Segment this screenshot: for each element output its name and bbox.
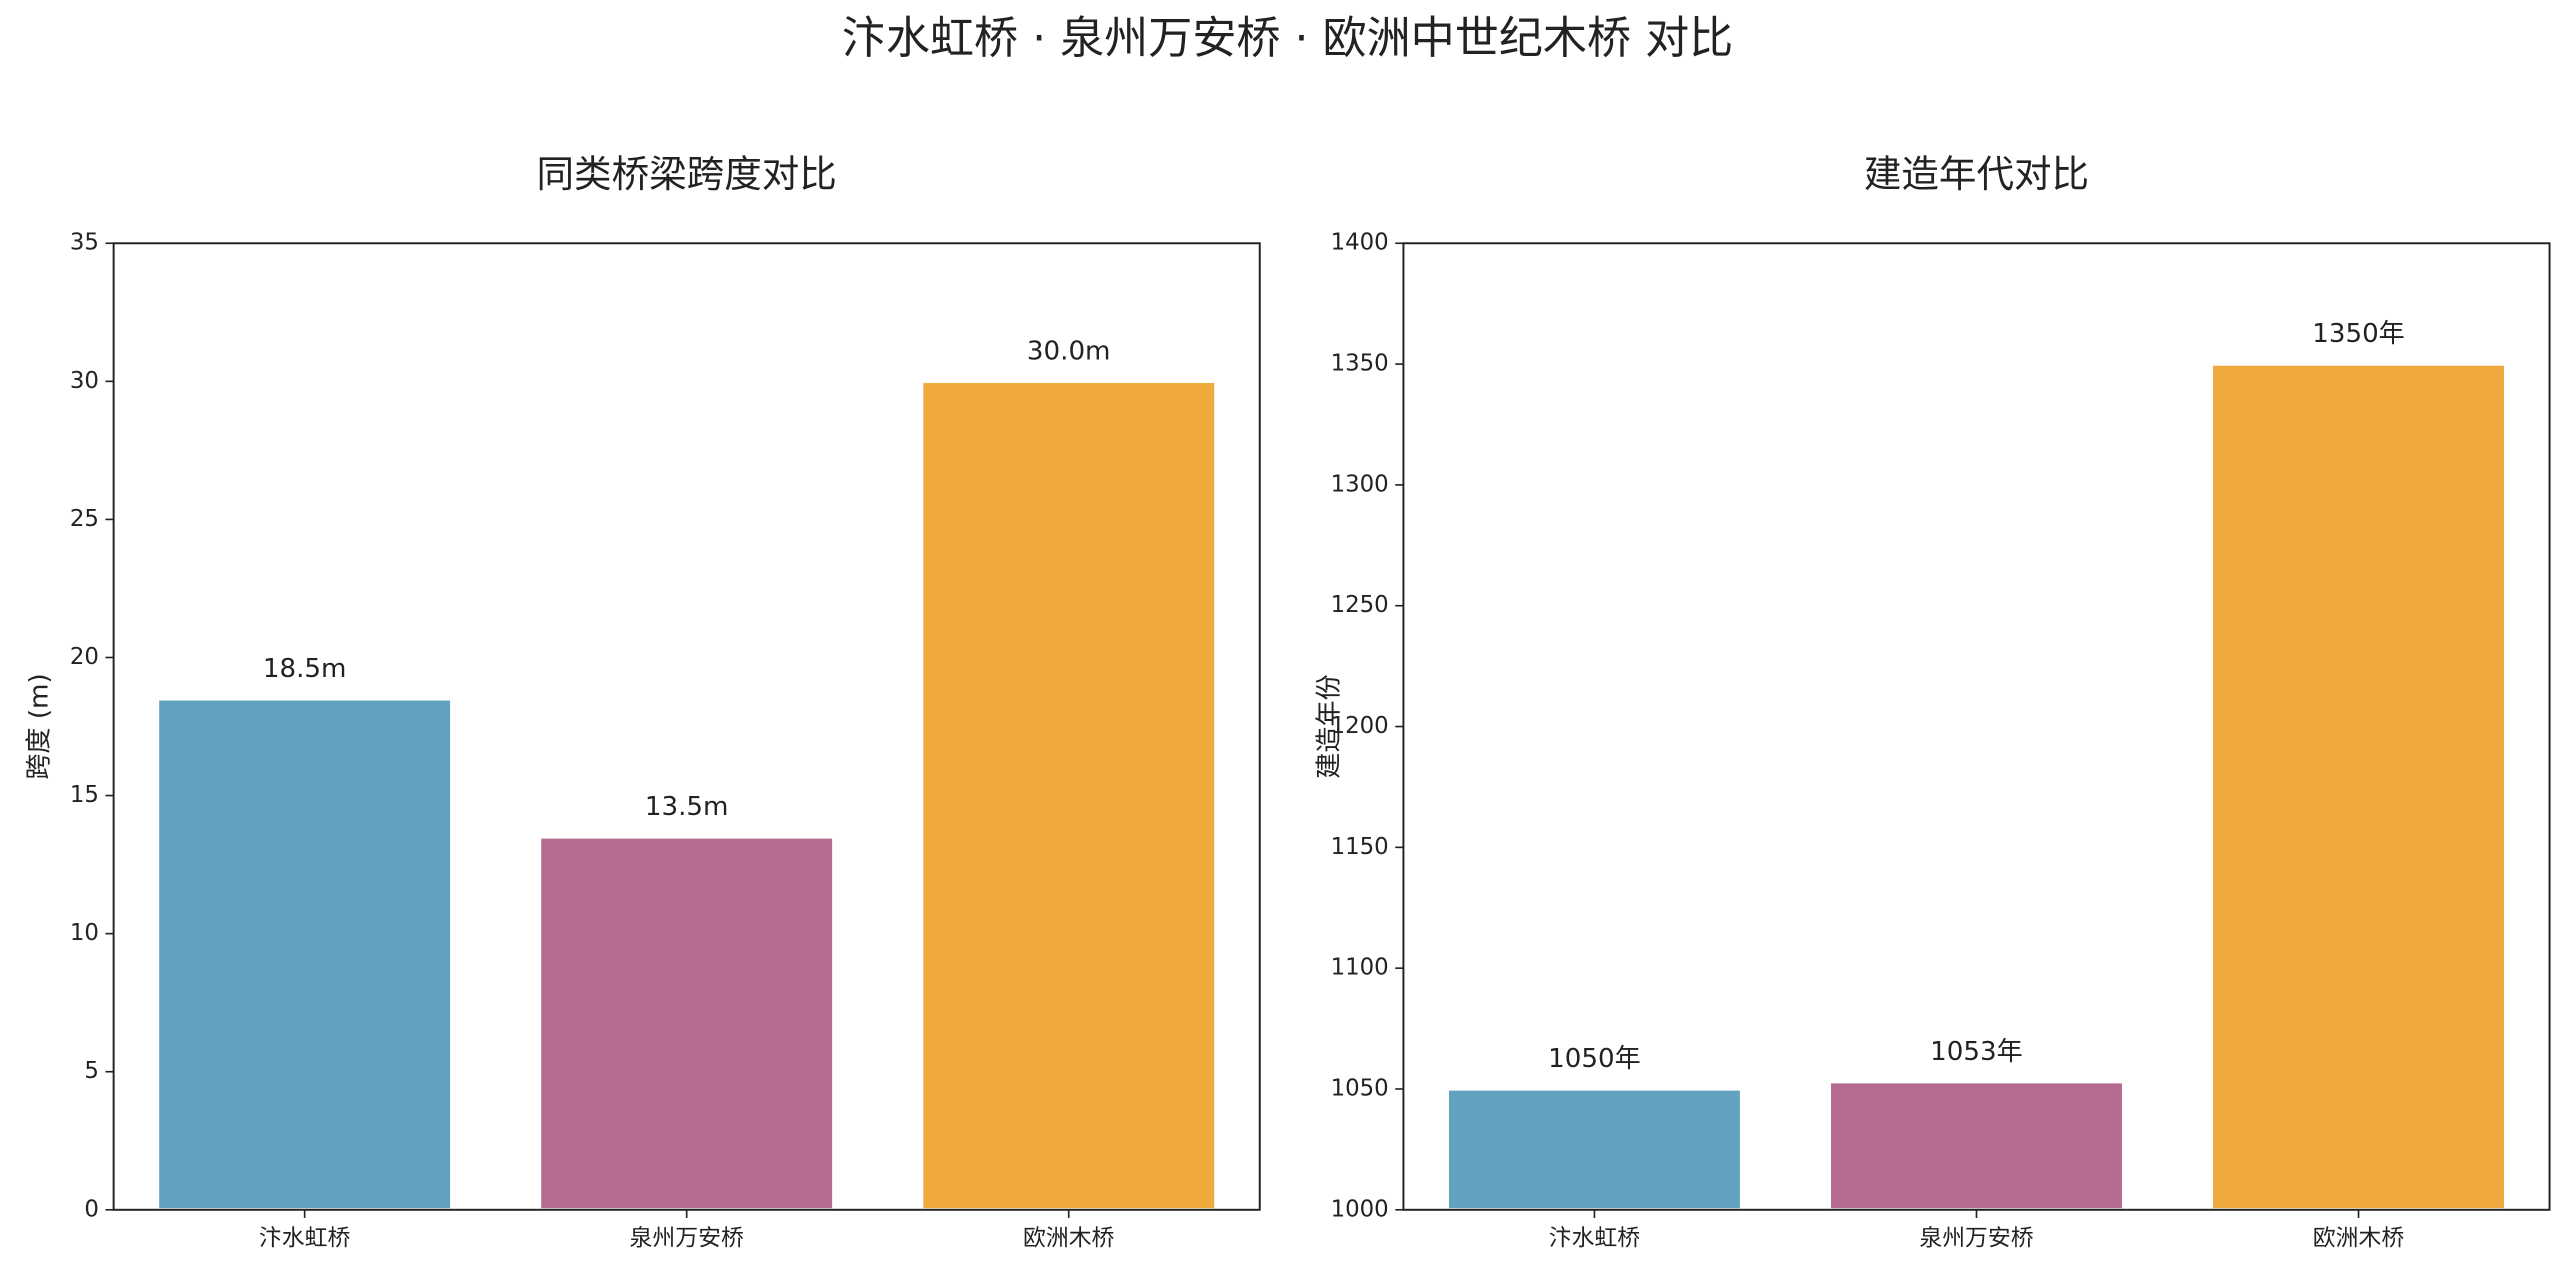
x-tick-label: 泉州万安桥 <box>1919 1226 2033 1252</box>
subplot-title: 建造年代对比 <box>1864 152 2089 196</box>
axes-frame <box>112 242 1261 1211</box>
x-tick-label: 汴水虹桥 <box>1549 1226 1641 1252</box>
y-tick-label: 1350 <box>1331 351 1389 377</box>
bar <box>920 379 1218 1212</box>
bar <box>1827 1080 2126 1212</box>
y-tick-label: 1250 <box>1331 592 1389 618</box>
y-tick-label: 1050 <box>1331 1075 1389 1101</box>
bar <box>1445 1087 1744 1212</box>
y-axis-label: 建造年份 <box>1314 674 1344 778</box>
y-tick-label: 0 <box>84 1196 99 1222</box>
y-tick-label: 1150 <box>1331 834 1389 860</box>
value-label: 30.0m <box>1027 336 1111 366</box>
subplot-title: 同类桥梁跨度对比 <box>536 152 836 196</box>
y-tick-label: 35 <box>70 230 99 256</box>
y-tick-label: 1200 <box>1331 713 1389 739</box>
y-tick-label: 5 <box>84 1058 99 1084</box>
value-label: 1053年 <box>1930 1037 2023 1067</box>
y-tick-label: 15 <box>70 782 99 808</box>
y-tick-label: 20 <box>70 644 99 670</box>
y-tick-label: 30 <box>70 368 99 394</box>
x-tick-label: 欧洲木桥 <box>1023 1226 1115 1252</box>
bar <box>155 697 454 1212</box>
x-tick-label: 泉州万安桥 <box>630 1226 744 1252</box>
y-tick-label: 1300 <box>1331 471 1389 497</box>
figure-title: 汴水虹桥 · 泉州万安桥 · 欧洲中世纪木桥 对比 <box>842 13 1733 64</box>
y-tick-label: 1000 <box>1331 1196 1389 1222</box>
value-label: 18.5m <box>263 654 347 684</box>
y-tick-label: 1400 <box>1331 230 1389 256</box>
value-label: 13.5m <box>645 792 729 822</box>
x-tick-label: 欧洲木桥 <box>2313 1226 2405 1252</box>
bar <box>2209 362 2508 1212</box>
y-tick-label: 10 <box>70 920 99 946</box>
value-label: 1350年 <box>2312 319 2405 349</box>
y-tick-label: 25 <box>70 506 99 532</box>
y-tick-label: 1100 <box>1331 955 1389 981</box>
axes-frame <box>1402 242 2551 1211</box>
y-axis-label: 跨度 (m) <box>25 673 55 779</box>
x-tick-label: 汴水虹桥 <box>259 1226 351 1252</box>
value-label: 1050年 <box>1548 1044 1641 1074</box>
bar <box>537 835 836 1212</box>
